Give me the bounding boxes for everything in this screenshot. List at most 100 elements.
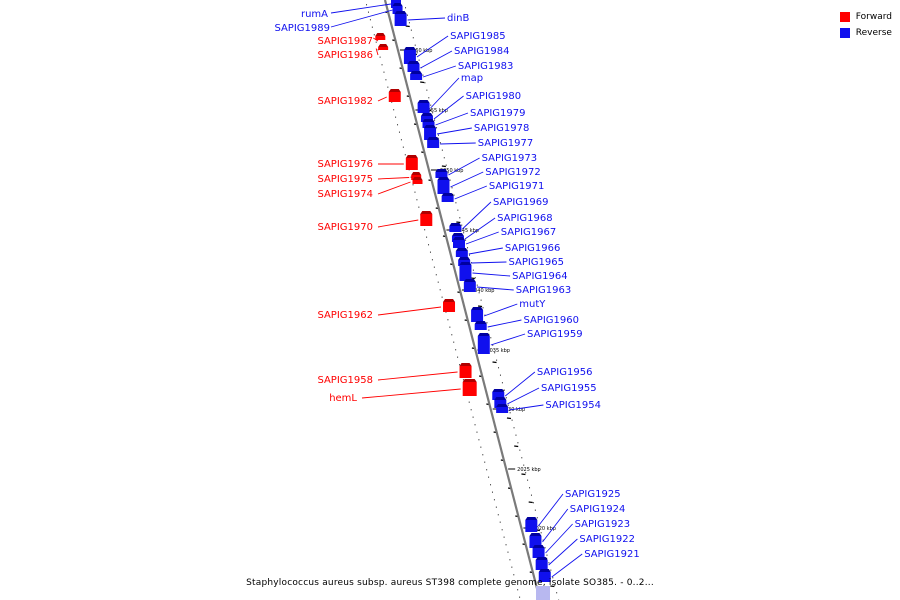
track-dot	[513, 427, 515, 429]
gene-label[interactable]: SAPIG1962	[317, 310, 373, 321]
gene-label[interactable]: SAPIG1977	[478, 138, 534, 149]
reverse-gene[interactable]	[538, 569, 551, 582]
forward-gene[interactable]	[443, 299, 456, 312]
track-dot	[463, 232, 465, 234]
reverse-gene[interactable]	[437, 177, 450, 194]
track-dot	[433, 266, 435, 268]
reverse-gene[interactable]	[435, 169, 448, 178]
gene-label[interactable]: SAPIG1967	[501, 227, 557, 238]
gene-label[interactable]: SAPIG1965	[508, 257, 564, 268]
minor-tick	[420, 81, 425, 84]
reverse-gene[interactable]	[403, 47, 416, 64]
track-dot	[457, 209, 459, 211]
reverse-gene[interactable]	[453, 237, 465, 248]
gene-label[interactable]: SAPIG1955	[541, 383, 597, 394]
track-dot	[492, 344, 494, 346]
gene-label[interactable]: SAPIG1976	[317, 159, 373, 170]
reverse-gene[interactable]	[392, 3, 403, 14]
forward-gene[interactable]	[459, 363, 472, 378]
gene-label[interactable]: SAPIG1983	[458, 61, 514, 72]
reverse-gene[interactable]	[449, 223, 462, 232]
gene-label[interactable]: SAPIG1969	[493, 197, 549, 208]
track-dot	[435, 274, 437, 276]
scale-tick-label: 2055 kbp	[424, 108, 448, 114]
label-leader	[330, 3, 392, 14]
reverse-gene[interactable]	[496, 404, 509, 413]
gene-label[interactable]: SAPIG1982	[317, 96, 373, 107]
reverse-gene[interactable]	[463, 279, 476, 292]
reverse-gene[interactable]	[459, 262, 472, 281]
legend-reverse-label: Reverse	[855, 28, 892, 38]
gene-label[interactable]: SAPIG1978	[474, 123, 530, 134]
track-dot	[507, 551, 509, 553]
gene-label[interactable]: SAPIG1973	[482, 153, 538, 164]
forward-gene[interactable]	[462, 379, 477, 396]
reverse-gene[interactable]	[410, 71, 423, 80]
track-dot	[517, 589, 519, 591]
gene-label[interactable]: SAPIG1924	[570, 504, 626, 515]
reverse-gene[interactable]	[417, 100, 430, 113]
track-dot	[465, 239, 467, 241]
track-dot	[482, 454, 484, 456]
gene-label[interactable]: SAPIG1954	[545, 400, 601, 411]
track-dot	[493, 499, 495, 501]
label-leader	[416, 35, 449, 58]
gene-label[interactable]: SAPIG1985	[450, 31, 506, 42]
reverse-gene[interactable]	[394, 11, 407, 26]
gene-label[interactable]: SAPIG1980	[466, 91, 522, 102]
reverse-gene[interactable]	[492, 389, 505, 400]
gene-label[interactable]: SAPIG1960	[523, 315, 579, 326]
gene-label[interactable]: mutY	[519, 299, 546, 310]
gene-label[interactable]: SAPIG1922	[579, 534, 635, 545]
gene-label[interactable]: SAPIG1958	[317, 375, 373, 386]
reverse-gene[interactable]	[407, 61, 420, 72]
forward-gene[interactable]	[375, 33, 386, 40]
track-dot	[490, 337, 492, 339]
forward-gene[interactable]	[420, 211, 433, 226]
track-dot	[497, 514, 499, 516]
reverse-gene[interactable]	[532, 545, 545, 558]
track-dot	[455, 349, 457, 351]
gene-label[interactable]: SAPIG1979	[470, 108, 526, 119]
gene-label[interactable]: SAPIG1984	[454, 46, 510, 57]
gene-label[interactable]: SAPIG1964	[512, 271, 568, 282]
reverse-gene[interactable]	[477, 333, 490, 354]
gene-label[interactable]: SAPIG1987	[317, 36, 373, 47]
gene-label[interactable]: SAPIG1966	[505, 243, 561, 254]
gene-label[interactable]: SAPIG1986	[317, 50, 373, 61]
reverse-gene[interactable]	[441, 193, 454, 202]
forward-gene[interactable]	[378, 44, 389, 50]
gene-label[interactable]: dinB	[447, 13, 469, 24]
gene-label[interactable]: SAPIG1923	[575, 519, 631, 530]
reverse-gene[interactable]	[474, 321, 487, 330]
forward-gene[interactable]	[412, 177, 423, 184]
track-dot	[430, 104, 432, 106]
label-leader	[490, 333, 526, 346]
gene-label[interactable]: SAPIG1959	[527, 329, 583, 340]
gene-label[interactable]: SAPIG1921	[584, 549, 640, 560]
reverse-gene[interactable]	[471, 307, 484, 322]
reverse-gene[interactable]	[427, 137, 440, 148]
reverse-gene[interactable]	[525, 517, 538, 532]
gene-label[interactable]: SAPIG1975	[317, 174, 373, 185]
gene-label[interactable]: SAPIG1925	[565, 489, 621, 500]
forward-gene[interactable]	[405, 155, 418, 170]
gene-label[interactable]: SAPIG1968	[497, 213, 553, 224]
track-dot	[467, 247, 469, 249]
reverse-gene[interactable]	[535, 557, 548, 570]
gene-label[interactable]: hemL	[329, 393, 357, 404]
track-dot	[369, 19, 371, 21]
gene-label[interactable]: rumA	[301, 9, 328, 20]
gene-label[interactable]: SAPIG1971	[489, 181, 545, 192]
gene-label[interactable]: SAPIG1989	[274, 23, 330, 34]
gene-label[interactable]: SAPIG1956	[537, 367, 593, 378]
forward-gene[interactable]	[388, 89, 401, 102]
gene-label[interactable]: SAPIG1974	[317, 189, 373, 200]
label-leader	[545, 523, 573, 554]
gene-label[interactable]: SAPIG1963	[516, 285, 572, 296]
gene-label[interactable]: SAPIG1970	[317, 222, 373, 233]
gene-label[interactable]: SAPIG1972	[485, 167, 541, 178]
gene-label[interactable]: map	[461, 73, 483, 84]
reverse-gene[interactable]	[455, 248, 468, 257]
track-dot	[515, 581, 517, 583]
